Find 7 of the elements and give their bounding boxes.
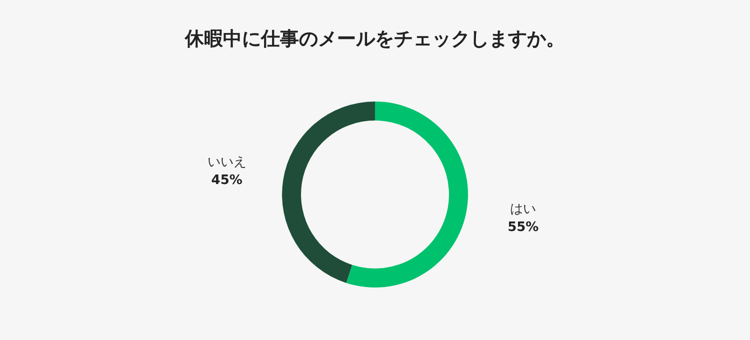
chart-title: 休暇中に仕事のメールをチェックしますか。	[184, 28, 565, 50]
donut-slice	[346, 102, 468, 288]
slice-label: いいえ	[207, 155, 246, 170]
data-label: 55%	[508, 220, 539, 235]
slice-label: はい	[510, 202, 536, 217]
donut-slice	[282, 102, 375, 283]
data-label: 45%	[211, 173, 242, 188]
